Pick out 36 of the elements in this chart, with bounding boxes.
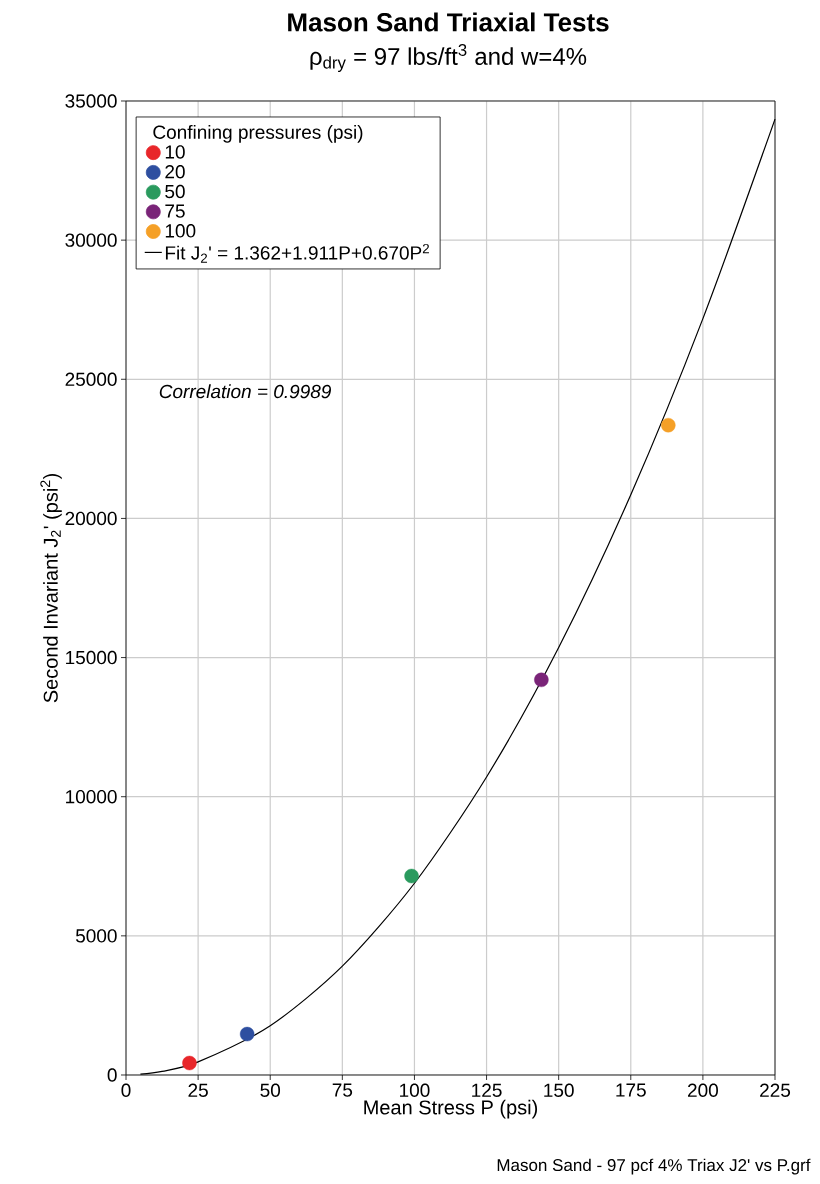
x-tick-label: 50: [260, 1083, 281, 1097]
text: Mason Sand - 97 pcf 4% Triax J2' vs P.grf: [497, 1158, 811, 1175]
y-tick-label: 20000: [65, 511, 117, 526]
x-tick-label: 125: [472, 1083, 502, 1097]
point: [404, 868, 419, 884]
x-tick-label: 100: [400, 1083, 430, 1097]
x-axis-title: Mean Stress P (psi): [364, 1099, 538, 1119]
point: [182, 1055, 197, 1071]
y-tick-label: 25000: [65, 372, 117, 387]
y-axis-title: Second Invariant J$_{2}$' (psi$^{2}$): [40, 473, 62, 703]
x-tick-label: 225: [760, 1083, 791, 1097]
x-tick-label: 150: [544, 1083, 574, 1097]
legend-title: Confining pressures (psi): [153, 124, 363, 143]
legend-label: 50: [165, 184, 185, 199]
x-tick-label: 175: [616, 1083, 646, 1097]
x-tick-label: 25: [188, 1083, 208, 1097]
point: [534, 672, 549, 688]
y-tick-label: 5000: [75, 929, 117, 943]
y-tick-label: 30000: [65, 233, 117, 247]
point: [661, 418, 676, 433]
chart-subtitle: ρ$_{dry}$ = 97 lbs/ft$^{3}$ and w=4%: [310, 44, 587, 72]
y-tick-label: 0: [107, 1068, 117, 1082]
legend-label: 100: [165, 224, 196, 238]
legend-label: 75: [165, 204, 185, 218]
legend-label: Fit J$_{2}$' = 1.362+1.911P+0.670P$^{2}$: [165, 243, 429, 263]
annotation: Correlation = 0.9989: [159, 384, 331, 399]
y-tick-label: 10000: [66, 789, 117, 804]
x-tick-label: 75: [332, 1083, 353, 1097]
y-tick-label: 15000: [66, 650, 117, 665]
x-tick-label: 200: [688, 1083, 718, 1097]
chart-title: Mason Sand Triaxial Tests: [288, 12, 609, 32]
x-tick-label: 0: [121, 1083, 131, 1097]
legend-label: 20: [165, 165, 185, 179]
y-tick-label: 35000: [65, 94, 117, 108]
point: [239, 1026, 255, 1042]
legend-label: 10: [165, 145, 185, 159]
